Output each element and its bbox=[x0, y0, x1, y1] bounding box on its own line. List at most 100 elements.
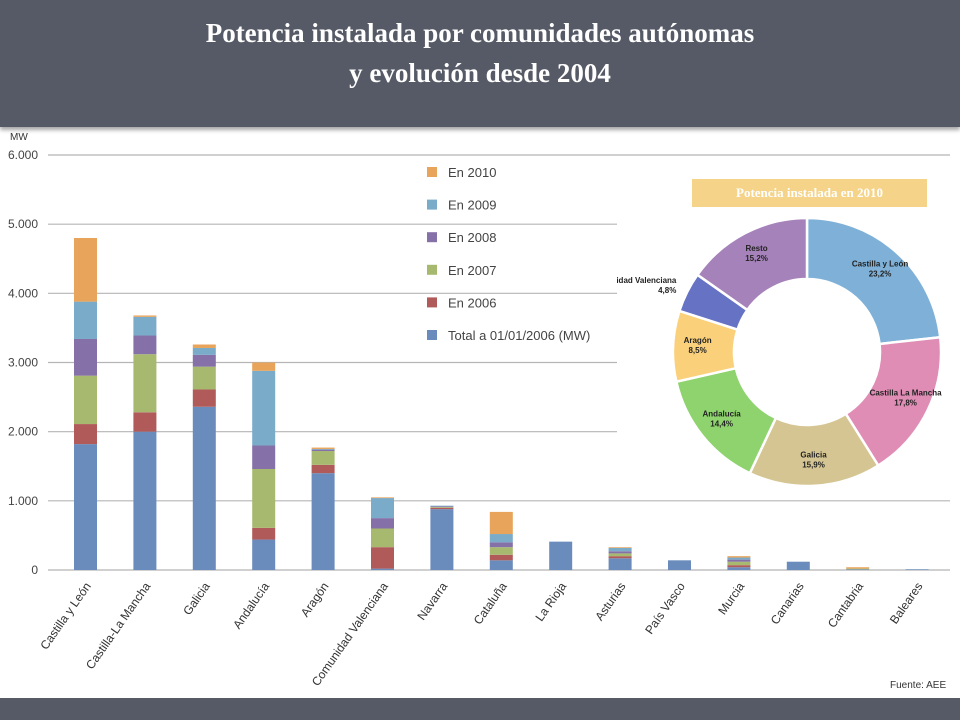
legend-swatch bbox=[427, 264, 437, 275]
bar-segment bbox=[371, 528, 394, 548]
legend-swatch bbox=[427, 167, 437, 177]
bar-segment bbox=[74, 238, 97, 302]
bar-segment bbox=[668, 560, 691, 570]
bar-segment bbox=[430, 507, 454, 508]
header-banner: Potencia instalada por comunidades autón… bbox=[0, 0, 960, 127]
bar-segment bbox=[252, 362, 276, 371]
bar-segment bbox=[727, 557, 751, 560]
bar-segment bbox=[786, 561, 810, 570]
bar-segment bbox=[192, 347, 216, 355]
bar-segment bbox=[371, 568, 394, 570]
x-tick-label: Navarra bbox=[414, 579, 450, 622]
bar-segment bbox=[371, 547, 394, 569]
donut-slice-name: Comunidad Valenciana bbox=[617, 276, 677, 285]
bar-segment bbox=[608, 556, 632, 559]
donut-slice-name: Aragón bbox=[684, 336, 712, 345]
y-tick-label: 6.000 bbox=[8, 148, 38, 162]
bar-segment bbox=[192, 406, 216, 570]
bar-segment bbox=[192, 344, 216, 348]
y-tick-label: 2.000 bbox=[8, 425, 38, 439]
legend-label: En 2010 bbox=[448, 165, 496, 180]
bar-segment bbox=[549, 541, 573, 570]
x-tick-label: La Rioja bbox=[532, 579, 569, 623]
bar-segment bbox=[727, 561, 751, 566]
bar-segment bbox=[371, 518, 394, 529]
bar-segment bbox=[192, 354, 216, 367]
bar-segment bbox=[133, 354, 157, 413]
bar-segment bbox=[489, 511, 513, 535]
legend-swatch bbox=[427, 232, 437, 243]
x-tick-label: Cantabria bbox=[825, 579, 866, 630]
bar-segment bbox=[311, 473, 335, 570]
bar-segment bbox=[74, 444, 97, 570]
bar-segment bbox=[727, 559, 751, 562]
bar-segment bbox=[74, 338, 97, 376]
x-tick-label: Castilla y León bbox=[37, 580, 94, 653]
bar-segment bbox=[311, 464, 335, 474]
y-axis-label: MW bbox=[10, 132, 28, 143]
bar-segment bbox=[430, 509, 454, 570]
bar-segment bbox=[727, 565, 751, 568]
bar-segment bbox=[489, 542, 513, 548]
donut-chart-title: Potencia instalada en 2010 bbox=[692, 179, 927, 207]
bar-segment bbox=[311, 447, 335, 449]
bar-segment bbox=[489, 560, 513, 570]
bar-segment bbox=[133, 315, 157, 317]
bar-segment bbox=[489, 534, 513, 543]
donut-slice-percent: 23,2% bbox=[869, 269, 892, 278]
bar-segment bbox=[252, 469, 276, 528]
y-tick-label: 0 bbox=[31, 563, 38, 577]
bar-segment bbox=[192, 366, 216, 390]
bar-segment bbox=[905, 569, 929, 570]
x-tick-label: Castilla-La Mancha bbox=[83, 579, 154, 671]
donut-slice-name: Castilla La Mancha bbox=[870, 389, 943, 398]
bar-segment bbox=[727, 567, 751, 570]
y-tick-label: 3.000 bbox=[8, 356, 38, 370]
donut-slice-name: Andalucía bbox=[703, 410, 742, 419]
bar-segment bbox=[846, 568, 870, 570]
x-tick-label: Aragón bbox=[298, 580, 332, 620]
bar-segment bbox=[846, 569, 870, 570]
bar-segment bbox=[371, 498, 394, 519]
source-note: Fuente: AEE bbox=[890, 680, 947, 691]
legend-label: En 2009 bbox=[448, 198, 496, 213]
donut-slice-name: Resto bbox=[745, 244, 767, 253]
donut-chart-panel: Castilla y León 23,2% Castilla La Mancha 17… bbox=[589, 176, 953, 488]
y-tick-label: 5.000 bbox=[8, 217, 38, 231]
donut-slice-percent: 17,8% bbox=[894, 399, 917, 408]
x-tick-label: Galicia bbox=[180, 579, 213, 617]
page-title-line-2: y evolución desde 2004 bbox=[349, 58, 611, 88]
bar-segment bbox=[133, 316, 157, 336]
page-title-line-1: Potencia instalada por comunidades autón… bbox=[205, 18, 755, 48]
bar-segment bbox=[133, 335, 157, 355]
bar-segment bbox=[311, 448, 335, 450]
donut-slice bbox=[695, 216, 809, 312]
x-tick-label: Canarias bbox=[768, 580, 807, 627]
bar-segment bbox=[608, 551, 632, 554]
x-tick-label: Andalucía bbox=[230, 579, 272, 631]
bar-segment bbox=[252, 445, 276, 470]
bar-segment bbox=[311, 451, 335, 465]
bar-segment bbox=[430, 507, 454, 510]
legend-label: En 2006 bbox=[448, 295, 496, 310]
bar-segment bbox=[608, 547, 632, 548]
x-tick-label: Cataluña bbox=[471, 579, 510, 627]
donut-slice-percent: 14,4% bbox=[710, 420, 733, 429]
bar-segment bbox=[192, 389, 216, 407]
legend-swatch bbox=[427, 330, 437, 340]
x-tick-label: País Vasco bbox=[642, 579, 688, 636]
x-tick-label: Asturias bbox=[592, 580, 628, 624]
legend-label: En 2007 bbox=[448, 263, 496, 278]
x-tick-label: Murcia bbox=[715, 579, 747, 617]
legend-label: En 2008 bbox=[448, 230, 496, 245]
footer-bar bbox=[0, 698, 960, 720]
bar-segment bbox=[489, 547, 513, 555]
bar-segment bbox=[430, 506, 454, 508]
bar-segment bbox=[430, 505, 454, 507]
bar-segment bbox=[252, 370, 276, 446]
bar-segment bbox=[489, 554, 513, 561]
donut-slice-percent: 8,5% bbox=[688, 346, 706, 355]
legend-swatch bbox=[427, 199, 437, 210]
